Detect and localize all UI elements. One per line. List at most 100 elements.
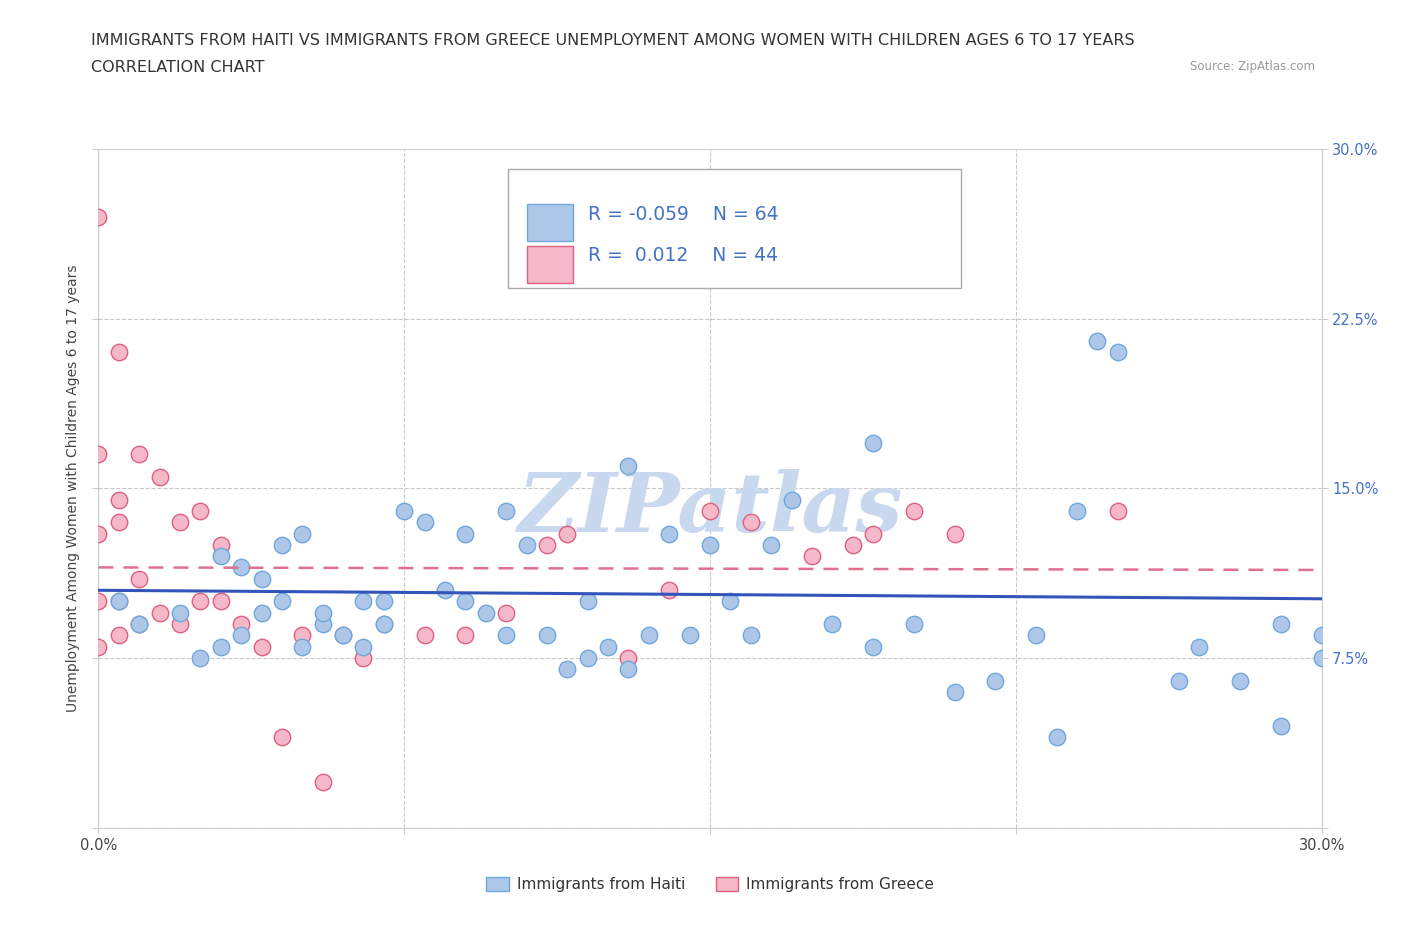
Point	[1310, 628, 1333, 643]
FancyBboxPatch shape	[508, 169, 960, 288]
Point	[188, 594, 212, 609]
Point	[658, 526, 681, 541]
Point	[108, 345, 131, 360]
Point	[516, 538, 538, 552]
Point	[108, 628, 131, 643]
Point	[576, 651, 599, 666]
Point	[209, 549, 232, 564]
Point	[984, 673, 1007, 688]
Point	[87, 209, 110, 224]
Text: IMMIGRANTS FROM HAITI VS IMMIGRANTS FROM GREECE UNEMPLOYMENT AMONG WOMEN WITH CH: IMMIGRANTS FROM HAITI VS IMMIGRANTS FROM…	[91, 33, 1135, 47]
Text: CORRELATION CHART: CORRELATION CHART	[91, 60, 264, 75]
Point	[943, 684, 966, 699]
Point	[434, 582, 457, 598]
Point	[250, 605, 273, 620]
Point	[862, 639, 884, 654]
Point	[169, 617, 191, 631]
Point	[801, 549, 824, 564]
Point	[821, 617, 844, 631]
Point	[352, 651, 374, 666]
Point	[312, 617, 335, 631]
Point	[536, 628, 558, 643]
Point	[598, 639, 620, 654]
Text: Source: ZipAtlas.com: Source: ZipAtlas.com	[1189, 60, 1315, 73]
Point	[87, 639, 110, 654]
Point	[740, 514, 762, 529]
Point	[231, 560, 253, 575]
Point	[495, 503, 517, 518]
Point	[1045, 730, 1069, 745]
Point	[638, 628, 661, 643]
Point	[862, 435, 884, 450]
Text: R = -0.059    N = 64: R = -0.059 N = 64	[588, 205, 779, 224]
FancyBboxPatch shape	[527, 204, 574, 241]
Point	[209, 538, 232, 552]
Point	[1107, 345, 1129, 360]
Point	[1229, 673, 1251, 688]
Point	[128, 617, 150, 631]
Point	[679, 628, 702, 643]
Point	[128, 446, 150, 461]
Point	[1270, 718, 1292, 733]
Point	[903, 617, 925, 631]
Point	[1310, 651, 1333, 666]
Point	[1167, 673, 1189, 688]
Point	[1025, 628, 1047, 643]
Point	[699, 538, 721, 552]
Point	[209, 639, 232, 654]
Point	[352, 639, 374, 654]
Point	[740, 628, 762, 643]
Point	[780, 492, 803, 507]
Point	[557, 662, 579, 677]
Point	[841, 538, 863, 552]
Point	[209, 594, 232, 609]
Point	[87, 526, 110, 541]
Point	[1085, 334, 1108, 349]
Point	[87, 446, 110, 461]
Point	[536, 538, 558, 552]
Point	[903, 503, 925, 518]
Point	[454, 594, 477, 609]
Point	[231, 628, 253, 643]
Point	[720, 266, 742, 281]
Point	[454, 628, 477, 643]
Point	[332, 628, 354, 643]
Text: R =  0.012    N = 44: R = 0.012 N = 44	[588, 246, 778, 265]
Point	[454, 526, 477, 541]
Point	[617, 651, 640, 666]
Point	[1066, 503, 1088, 518]
Point	[1188, 639, 1211, 654]
Legend: Immigrants from Haiti, Immigrants from Greece: Immigrants from Haiti, Immigrants from G…	[479, 870, 941, 898]
Point	[188, 651, 212, 666]
Point	[576, 594, 599, 609]
Point	[169, 514, 191, 529]
Point	[1270, 617, 1292, 631]
Point	[557, 526, 579, 541]
Point	[699, 503, 721, 518]
Point	[474, 605, 498, 620]
Point	[108, 514, 131, 529]
Point	[291, 628, 314, 643]
Point	[373, 617, 395, 631]
Point	[373, 617, 395, 631]
Point	[332, 628, 354, 643]
Text: ZIPatlas: ZIPatlas	[517, 469, 903, 549]
Point	[188, 503, 212, 518]
Point	[943, 526, 966, 541]
Point	[1107, 503, 1129, 518]
Point	[87, 594, 110, 609]
Point	[373, 594, 395, 609]
Point	[352, 594, 374, 609]
Point	[108, 492, 131, 507]
Point	[862, 526, 884, 541]
Point	[720, 594, 742, 609]
FancyBboxPatch shape	[527, 246, 574, 283]
Point	[149, 605, 172, 620]
Point	[291, 639, 314, 654]
Point	[495, 605, 517, 620]
Point	[312, 775, 335, 790]
Point	[291, 526, 314, 541]
Point	[108, 594, 131, 609]
Point	[270, 538, 294, 552]
Point	[108, 594, 131, 609]
